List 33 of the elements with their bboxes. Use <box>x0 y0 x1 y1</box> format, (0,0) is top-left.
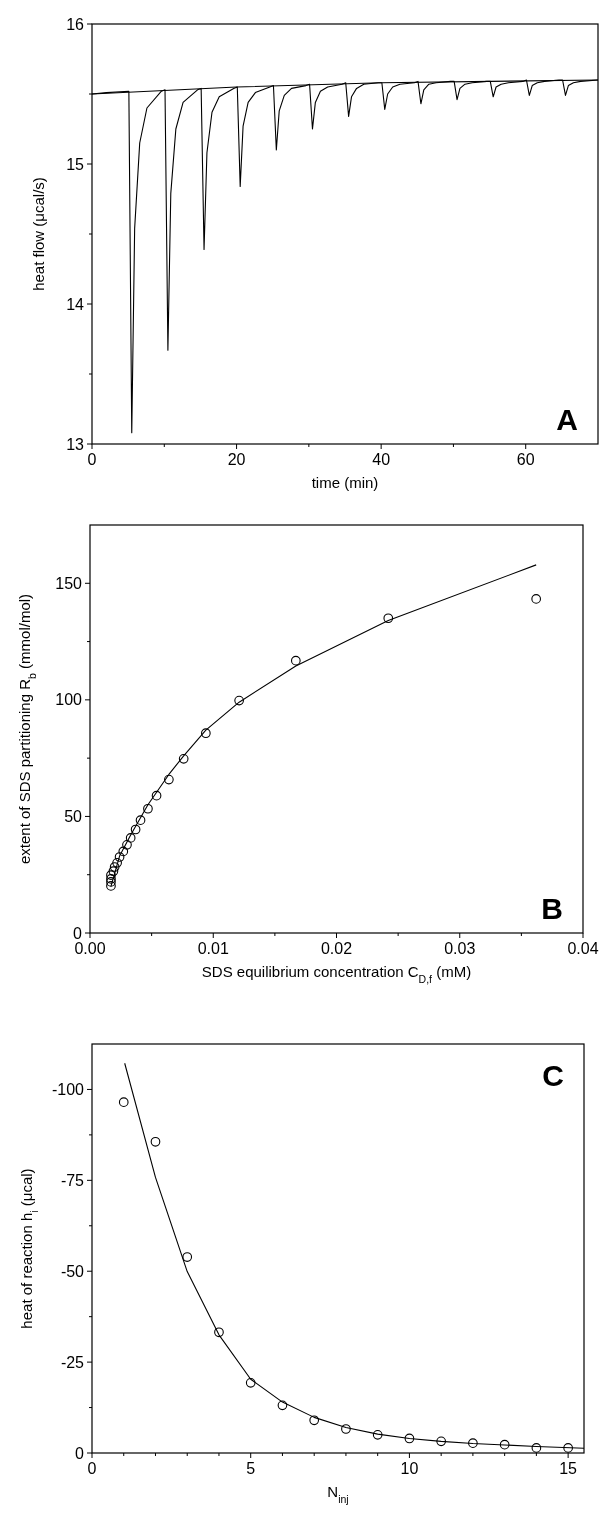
x-tick-label: 60 <box>516 451 535 468</box>
y-tick-label: -50 <box>60 1262 85 1280</box>
y-tick-label: -25 <box>60 1353 85 1371</box>
y-tick-label: 15 <box>66 155 85 173</box>
x-tick-label: 15 <box>559 1460 578 1477</box>
x-tick-label: 40 <box>372 451 391 468</box>
x-tick-label: 0.03 <box>444 940 476 957</box>
y-tick-label: 50 <box>64 807 83 825</box>
x-tick-label: 10 <box>400 1460 419 1477</box>
y-tick-label: 0 <box>75 1444 85 1462</box>
y-tick-label: -75 <box>60 1171 85 1189</box>
y-tick-label: -100 <box>51 1080 85 1098</box>
x-tick-label: 0.04 <box>567 940 599 957</box>
x-tick-label: 0.01 <box>197 940 229 957</box>
y-tick-label: 13 <box>66 435 85 453</box>
x-axis-title: N$_{inj}$ <box>327 1483 349 1505</box>
annotation: A <box>556 403 578 436</box>
annotation: C <box>542 1059 564 1092</box>
annotation: B <box>541 892 563 925</box>
y-tick-label: 16 <box>66 15 85 33</box>
x-tick-label: 5 <box>246 1460 256 1477</box>
x-tick-label: 0.00 <box>74 940 106 957</box>
x-tick-label: 20 <box>227 451 246 468</box>
y-tick-label: 150 <box>55 574 83 592</box>
x-axis-title: SDS equilibrium concentration C$_{D,f}$ (mM) <box>201 963 472 985</box>
y-tick-label: 0 <box>73 924 83 942</box>
x-tick-label: 0.02 <box>320 940 353 957</box>
y-axis-title: heat flow (μcal/s) <box>30 177 47 291</box>
x-tick-label: 0 <box>87 451 97 468</box>
y-tick-label: 100 <box>55 691 83 709</box>
y-tick-label: 14 <box>66 295 85 313</box>
x-tick-label: 0 <box>87 1460 97 1477</box>
x-axis-title: time (min) <box>311 474 379 491</box>
